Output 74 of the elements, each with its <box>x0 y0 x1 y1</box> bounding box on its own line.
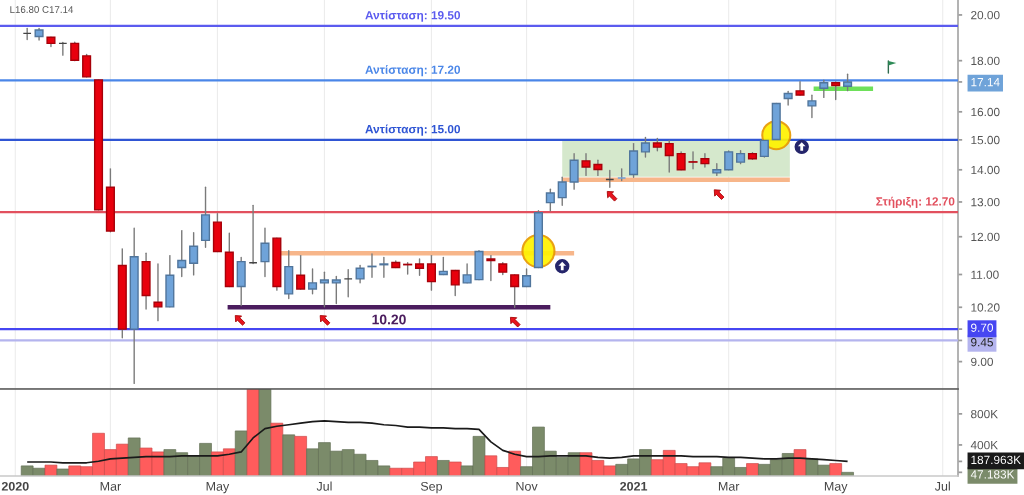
x-tick-label: 2021 <box>620 481 648 491</box>
candlestick <box>189 232 199 276</box>
y-tick-label: 12.00 <box>971 232 1000 242</box>
candlestick <box>426 254 436 291</box>
y-tick-label: 10.20 <box>971 303 1000 312</box>
y-tick-label: 13.00 <box>971 198 1000 207</box>
candlestick <box>296 254 306 290</box>
y-tick-label: 800K <box>971 409 998 419</box>
y-tick-label: 187.963K <box>971 455 1021 465</box>
y-tick-label: 400K <box>970 440 998 450</box>
candlestick <box>581 152 591 177</box>
y-tick-label: 47.183K <box>970 470 1015 479</box>
y-tick-label: 17.14 <box>971 78 1000 87</box>
bar <box>282 434 296 476</box>
candlestick <box>450 269 460 297</box>
x-tick-label: Nov <box>516 482 538 491</box>
bar <box>437 460 450 476</box>
candlestick <box>177 229 187 278</box>
x-tick-label: Jul <box>316 481 332 491</box>
line-series <box>26 420 849 464</box>
y-tick-label: 20.00 <box>971 10 1000 20</box>
annotation: L16.80 C17.14 <box>10 6 74 13</box>
candlestick <box>688 151 698 170</box>
candlestick <box>510 274 520 308</box>
x-tick-label: 2020 <box>1 481 29 491</box>
y-tick-label: 9.45 <box>971 338 993 347</box>
annotation: Στήριξη: 12.70 <box>876 196 955 208</box>
bar <box>258 389 272 476</box>
candlestick <box>307 268 318 295</box>
candlestick <box>795 80 805 96</box>
bar <box>448 461 462 476</box>
candlestick <box>462 263 472 284</box>
candlestick <box>629 142 639 178</box>
annotation: Αντίσταση: 17.20 <box>365 65 461 77</box>
x-tick-label: May <box>824 482 848 494</box>
candlestick <box>260 227 270 278</box>
candlestick <box>379 256 389 278</box>
candlestick <box>486 254 496 282</box>
series-label: 10.20 <box>372 314 406 325</box>
bar <box>270 422 284 476</box>
annotation: Αντίσταση: 19.50 <box>365 10 461 22</box>
x-tick-label: Sep <box>420 481 443 494</box>
bar <box>294 436 307 476</box>
x-tick-label: Mar <box>718 482 740 491</box>
candlestick <box>569 152 579 190</box>
y-tick-label: 11.00 <box>971 270 999 279</box>
y-tick-label: 14.00 <box>971 165 1000 175</box>
bar <box>44 464 58 476</box>
candlestick <box>593 159 603 177</box>
x-tick-label: Mar <box>100 482 121 491</box>
candlestick <box>664 139 674 173</box>
candlestick <box>82 53 92 78</box>
candlestick <box>319 271 329 308</box>
candlestick <box>557 176 567 207</box>
candlestick <box>724 150 734 171</box>
bar <box>829 463 842 476</box>
x-tick-label: May <box>206 482 230 494</box>
y-tick-label: 16.00 <box>971 107 1000 117</box>
bar <box>793 449 807 476</box>
y-tick-label: 18.00 <box>971 56 1000 66</box>
candlestick <box>153 263 163 322</box>
bar <box>746 463 759 476</box>
bar <box>56 468 70 476</box>
bar <box>246 389 260 476</box>
x-tick-label: Jul <box>934 481 950 491</box>
candlestick <box>545 188 555 212</box>
y-tick-label: 9.00 <box>971 357 994 367</box>
candlestick <box>331 275 341 305</box>
y-tick-label: 15.00 <box>971 135 1000 145</box>
annotation: Αντίσταση: 15.00 <box>365 124 461 136</box>
candlestick <box>807 94 817 119</box>
candlestick <box>70 41 80 62</box>
y-tick-label: 9.70 <box>971 323 994 332</box>
candlestick <box>640 136 651 158</box>
